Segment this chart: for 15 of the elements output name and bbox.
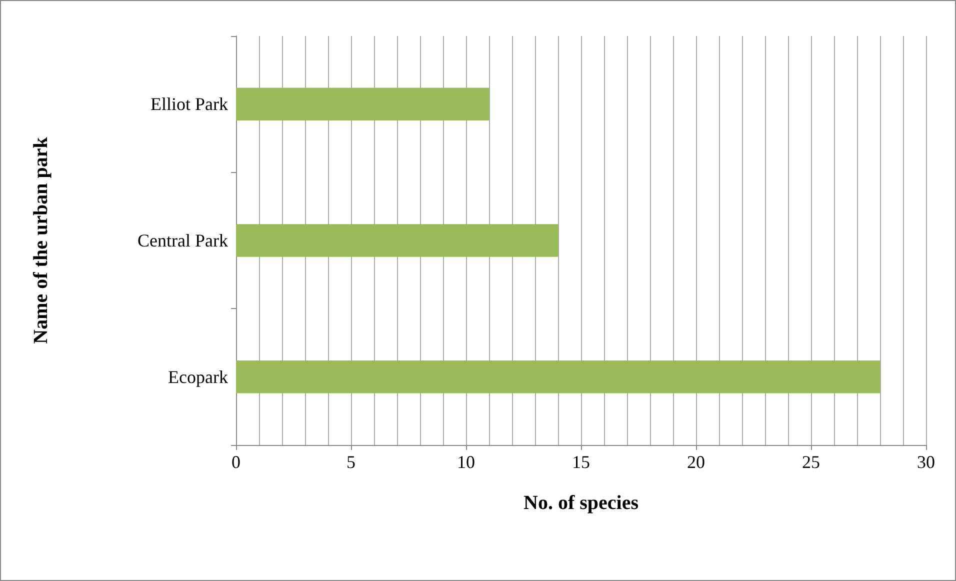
x-tick-label: 30	[917, 452, 935, 472]
x-tick-label: 20	[687, 452, 705, 472]
x-tick-label: 10	[457, 452, 475, 472]
y-tick-label: Ecopark	[168, 366, 228, 387]
x-tick-label: 5	[346, 452, 356, 472]
bar	[236, 88, 489, 121]
bar	[236, 224, 558, 257]
bar	[236, 360, 880, 394]
y-tick-label: Elliot Park	[150, 94, 228, 114]
x-tick-label: 15	[572, 452, 590, 472]
y-axis-title: Name of the urban park	[30, 136, 52, 344]
x-axis-title: No. of species	[524, 492, 639, 514]
x-tick-label: 25	[802, 452, 820, 472]
y-tick-label: Central Park	[138, 230, 228, 250]
x-tick-label: 0	[232, 452, 240, 472]
